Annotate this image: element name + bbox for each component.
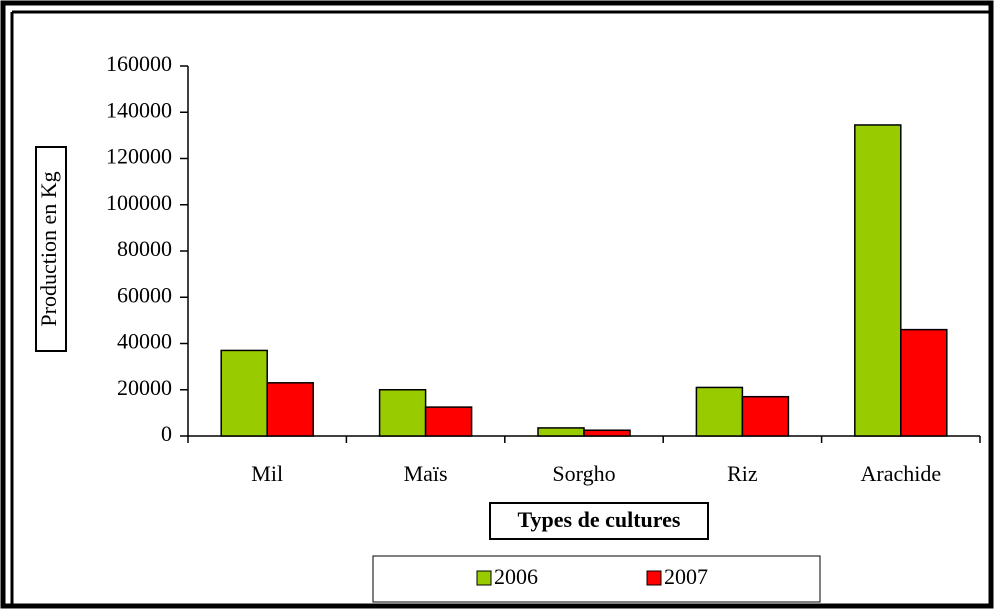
x-axis-title-box (489, 502, 709, 540)
legend-label: 2007 (664, 564, 708, 589)
x-tick-label: Riz (727, 461, 758, 486)
bar (900, 328, 948, 437)
y-tick-label: 160000 (106, 51, 172, 76)
x-tick-label: Mil (251, 461, 283, 486)
y-tick-label: 100000 (106, 190, 172, 215)
bar (741, 395, 790, 437)
y-tick-label: 80000 (117, 236, 172, 261)
legend-swatch (646, 570, 662, 586)
y-axis-title-box (35, 146, 67, 352)
y-tick-label: 0 (161, 421, 172, 446)
y-tick-label: 120000 (106, 144, 172, 169)
bar (583, 429, 631, 437)
x-tick-label: Sorgho (552, 461, 615, 486)
x-axis-title: Types de cultures (518, 507, 681, 532)
y-tick-label: 40000 (117, 329, 172, 354)
bar (378, 389, 427, 437)
bar (854, 124, 902, 437)
y-tick-label: 20000 (117, 375, 172, 400)
bar (220, 349, 268, 437)
y-tick-label: 140000 (106, 97, 172, 122)
legend-swatch (476, 570, 492, 586)
bar (266, 382, 314, 437)
y-axis-title: Production en Kg (36, 171, 61, 326)
legend (372, 555, 821, 603)
legend-label: 2006 (494, 564, 538, 589)
bar (537, 427, 585, 437)
bar (424, 406, 473, 437)
bar (695, 386, 744, 437)
y-tick-label: 60000 (117, 282, 172, 307)
x-tick-label: Arachide (860, 461, 941, 486)
x-tick-label: Maïs (404, 461, 448, 486)
